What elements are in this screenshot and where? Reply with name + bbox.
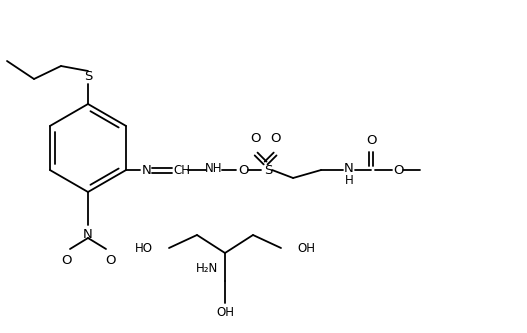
Text: N: N (83, 227, 93, 240)
Text: N: N (344, 163, 354, 175)
Text: HO: HO (135, 241, 153, 254)
Text: O: O (393, 164, 403, 176)
Text: O: O (250, 133, 260, 146)
Text: O: O (270, 133, 280, 146)
Text: NH: NH (206, 163, 223, 175)
Text: S: S (264, 164, 272, 176)
Text: OH: OH (216, 306, 234, 319)
Text: S: S (84, 70, 92, 83)
Text: CH: CH (173, 164, 191, 176)
Text: O: O (105, 254, 115, 267)
Text: H₂N: H₂N (196, 261, 218, 274)
Text: O: O (238, 164, 248, 176)
Text: H: H (345, 173, 354, 186)
Text: N: N (142, 164, 152, 176)
Text: O: O (61, 254, 71, 267)
Text: OH: OH (297, 241, 315, 254)
Text: O: O (366, 134, 376, 147)
